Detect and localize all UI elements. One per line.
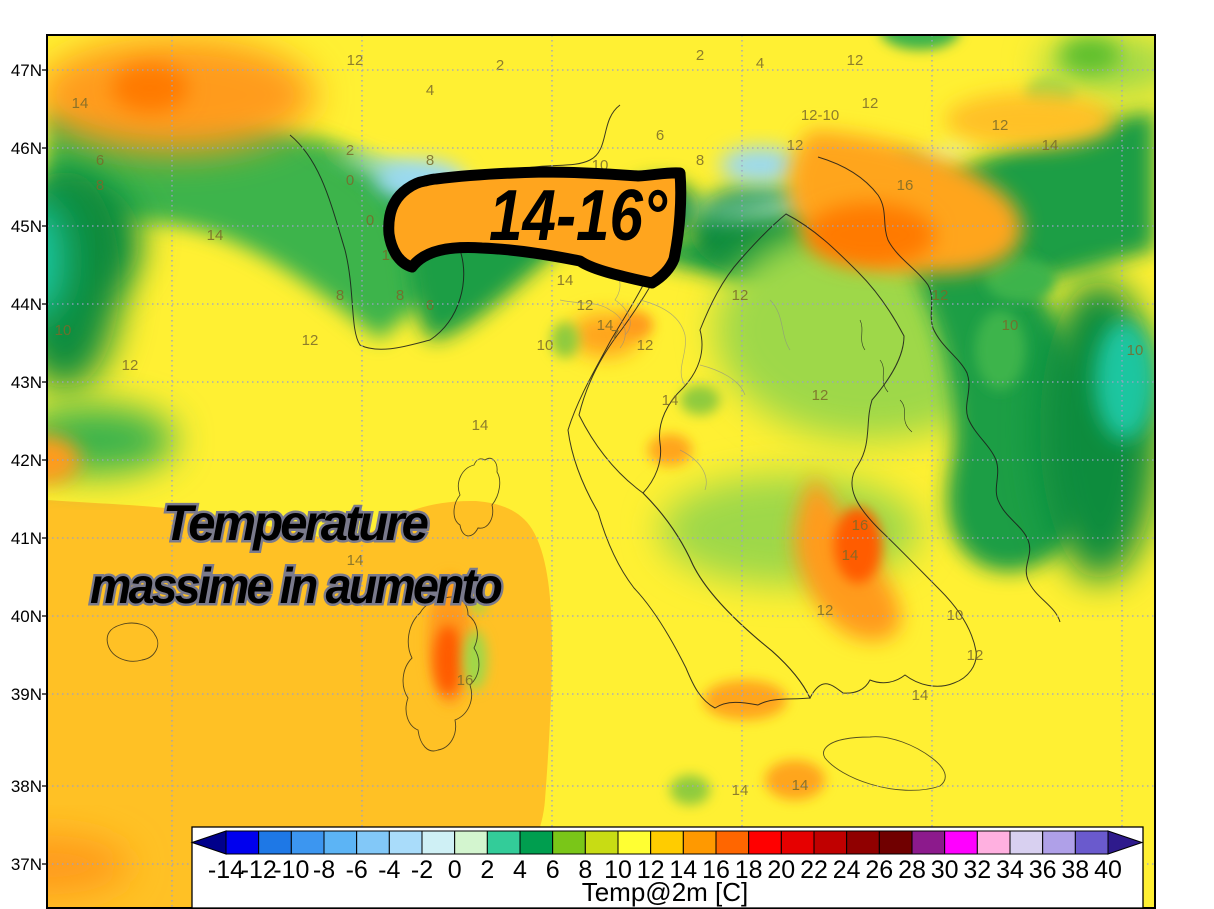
svg-text:10: 10 [1002, 317, 1019, 334]
svg-text:14: 14 [207, 227, 224, 244]
svg-text:14: 14 [597, 317, 614, 334]
svg-text:14: 14 [662, 392, 679, 409]
svg-text:-8: -8 [313, 856, 335, 884]
svg-text:14: 14 [472, 417, 489, 434]
svg-text:2: 2 [346, 142, 354, 159]
svg-text:14-16°: 14-16° [489, 176, 668, 256]
svg-text:38: 38 [1061, 856, 1089, 884]
svg-text:38N: 38N [11, 777, 42, 796]
svg-text:37N: 37N [11, 855, 42, 874]
svg-text:41N: 41N [11, 529, 42, 548]
svg-text:12-10: 12-10 [801, 107, 839, 124]
svg-text:39N: 39N [11, 685, 42, 704]
svg-text:32: 32 [963, 856, 991, 884]
svg-text:-12: -12 [241, 856, 277, 884]
svg-text:-4: -4 [378, 856, 400, 884]
svg-text:12: 12 [967, 647, 984, 664]
svg-text:14: 14 [72, 95, 89, 112]
svg-text:14: 14 [842, 547, 859, 564]
svg-text:2: 2 [480, 856, 494, 884]
svg-text:12: 12 [992, 117, 1009, 134]
svg-text:12: 12 [637, 337, 654, 354]
svg-text:Temp@2m [C]: Temp@2m [C] [582, 877, 749, 907]
svg-text:2: 2 [696, 47, 704, 64]
svg-text:14: 14 [1042, 137, 1059, 154]
svg-text:12: 12 [847, 52, 864, 69]
svg-text:45N: 45N [11, 217, 42, 236]
svg-text:36: 36 [1029, 856, 1057, 884]
svg-text:10: 10 [947, 607, 964, 624]
svg-text:14: 14 [732, 782, 749, 799]
svg-text:43N: 43N [11, 373, 42, 392]
svg-text:-2: -2 [411, 856, 433, 884]
svg-text:4: 4 [426, 82, 434, 99]
svg-text:42N: 42N [11, 451, 42, 470]
svg-text:34: 34 [996, 856, 1024, 884]
svg-text:22: 22 [800, 856, 828, 884]
svg-text:-10: -10 [273, 856, 309, 884]
svg-text:20: 20 [767, 856, 795, 884]
svg-text:-6: -6 [346, 856, 368, 884]
svg-text:0: 0 [448, 856, 462, 884]
svg-text:28: 28 [898, 856, 926, 884]
svg-text:12: 12 [787, 137, 804, 154]
svg-text:16: 16 [852, 517, 869, 534]
svg-text:47N: 47N [11, 61, 42, 80]
svg-text:4: 4 [513, 856, 527, 884]
svg-text:24: 24 [833, 856, 861, 884]
svg-text:0: 0 [346, 172, 354, 189]
svg-text:Temperature: Temperature [163, 495, 428, 551]
svg-text:40: 40 [1094, 856, 1122, 884]
svg-text:-14: -14 [208, 856, 244, 884]
svg-text:12: 12 [577, 297, 594, 314]
svg-text:12: 12 [932, 287, 949, 304]
svg-text:6: 6 [96, 152, 104, 169]
svg-text:26: 26 [865, 856, 893, 884]
svg-text:12: 12 [302, 332, 319, 349]
svg-text:16: 16 [897, 177, 914, 194]
svg-text:8: 8 [426, 152, 434, 169]
svg-text:8: 8 [696, 152, 704, 169]
svg-text:40N: 40N [11, 607, 42, 626]
svg-text:6: 6 [426, 297, 434, 314]
svg-text:12: 12 [812, 387, 829, 404]
svg-text:10: 10 [537, 337, 554, 354]
svg-text:14: 14 [792, 777, 809, 794]
svg-text:14: 14 [557, 272, 574, 289]
svg-text:6: 6 [656, 127, 664, 144]
svg-text:12: 12 [817, 602, 834, 619]
svg-text:12: 12 [347, 52, 364, 69]
svg-text:44N: 44N [11, 295, 42, 314]
svg-text:12: 12 [862, 95, 879, 112]
svg-text:massime in aumento: massime in aumento [90, 558, 501, 614]
svg-text:14: 14 [912, 687, 929, 704]
svg-text:16: 16 [457, 672, 474, 689]
svg-text:12: 12 [732, 287, 749, 304]
svg-text:8: 8 [396, 287, 404, 304]
svg-text:30: 30 [931, 856, 959, 884]
svg-text:10: 10 [55, 322, 72, 339]
svg-text:8: 8 [96, 177, 104, 194]
svg-text:8: 8 [336, 287, 344, 304]
svg-text:46N: 46N [11, 139, 42, 158]
svg-text:12: 12 [122, 357, 139, 374]
svg-text:6: 6 [546, 856, 560, 884]
svg-text:10: 10 [1127, 342, 1144, 359]
svg-text:2: 2 [496, 57, 504, 74]
